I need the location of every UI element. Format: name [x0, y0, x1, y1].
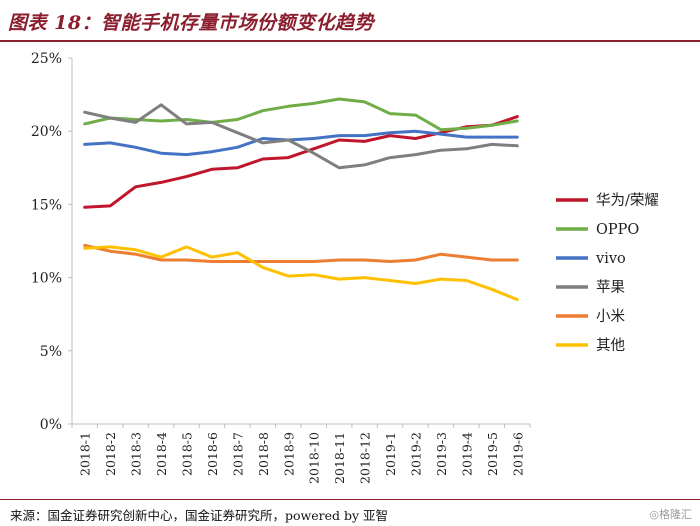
series-line-oppo	[83, 97, 519, 132]
x-tick-label: 2018-4	[154, 432, 169, 476]
y-tick-label: 5%	[40, 344, 62, 360]
series-line-xiaomi	[83, 243, 519, 263]
x-tick-label: 2018-2	[103, 432, 118, 476]
x-tick-label: 2019-6	[510, 432, 525, 476]
x-tick-label: 2019-1	[383, 432, 398, 476]
series-lines	[83, 97, 519, 302]
legend-label-apple: 苹果	[596, 279, 625, 296]
y-tick-label: 20%	[31, 124, 62, 140]
y-tick-label: 25%	[31, 51, 62, 67]
title-rule	[0, 40, 700, 42]
source-note: 来源：国金证券研究创新中心，国金证券研究所，powered by 亚智	[10, 508, 389, 523]
x-tick-label: 2019-4	[459, 432, 474, 476]
x-tick-label: 2018-3	[129, 432, 144, 476]
x-tick-label: 2019-3	[434, 432, 449, 476]
legend-label-other: 其他	[596, 337, 625, 354]
series-line-other	[83, 245, 519, 302]
x-tick-label: 2018-6	[205, 432, 220, 476]
series-line-huawei	[83, 115, 519, 209]
x-tick-label: 2019-5	[485, 432, 500, 476]
legend-label-vivo: vivo	[595, 251, 626, 267]
y-tick-label: 10%	[31, 271, 62, 287]
x-tick-label: 2018-9	[281, 432, 296, 476]
y-axis-ticks: 0% 5% 10% 15% 20% 25%	[31, 51, 72, 433]
x-tick-label: 2018-5	[180, 432, 195, 476]
x-axis-ticks: 2018-1 2018-2 2018-3 2018-4 2018-5 2018-6 2018…	[71, 424, 531, 484]
x-tick-label: 2018-12	[358, 432, 373, 484]
legend-label-huawei: 华为/荣耀	[596, 192, 659, 209]
watermark: ◎格隆汇	[649, 508, 692, 521]
line-chart: 0%5%10%15%20%25% 2018-1 2018-2 2018-3 2018-…	[31, 51, 659, 484]
x-tick-label: 2018-7	[230, 432, 245, 476]
x-tick-label: 2018-1	[78, 432, 93, 476]
chart-title: 图表 18：智能手机存量市场份额变化趋势	[8, 12, 375, 34]
series-line-apple	[83, 103, 519, 170]
legend-label-oppo: OPPO	[596, 222, 639, 238]
series-line-vivo	[83, 129, 519, 157]
x-tick-label: 2018-10	[307, 432, 322, 484]
y-tick-label: 0%	[40, 417, 62, 433]
footer-rule	[0, 499, 700, 500]
y-tick-label: 15%	[31, 197, 62, 213]
x-tick-label: 2018-11	[332, 432, 347, 484]
legend-label-xiaomi: 小米	[596, 308, 625, 325]
chart-axes	[71, 58, 530, 425]
title-bar: 图表 18：智能手机存量市场份额变化趋势	[0, 0, 700, 40]
x-tick-label: 2018-8	[256, 432, 271, 476]
x-tick-label: 2019-2	[409, 432, 424, 476]
